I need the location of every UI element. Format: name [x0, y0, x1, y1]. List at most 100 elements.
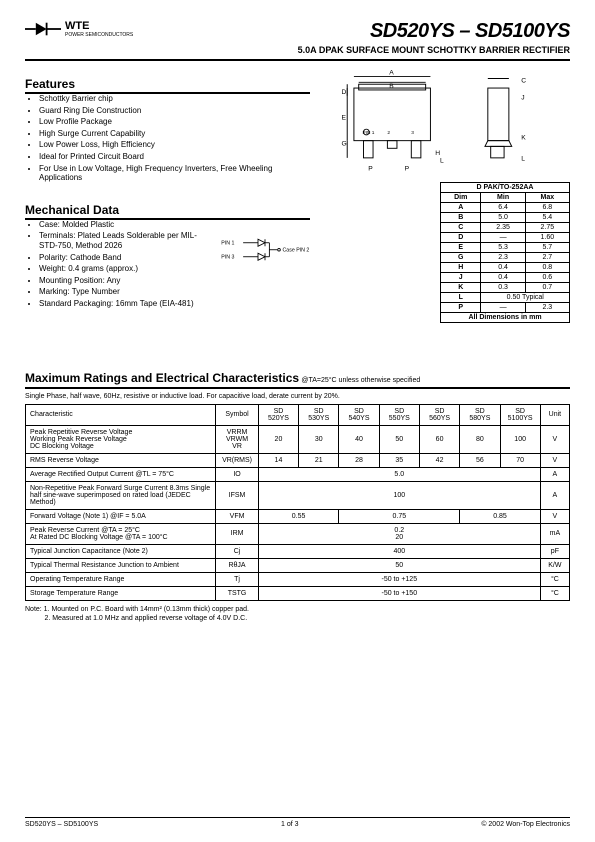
elec-table: CharacteristicSymbolSD520YSSD530YSSD540Y… — [25, 404, 570, 601]
sym-cell: IRM — [216, 523, 259, 544]
svg-text:G: G — [341, 140, 346, 147]
table-notes: Note: 1. Mounted on P.C. Board with 14mm… — [25, 605, 570, 623]
elec-col-header: SD550YS — [379, 404, 419, 425]
svg-text:B: B — [389, 83, 394, 90]
svg-text:A: A — [389, 70, 394, 77]
dim-cell: 1.60 — [525, 233, 569, 243]
mech-item: Standard Packaging: 16mm Tape (EIA-481) — [39, 299, 212, 309]
mech-item: Polarity: Cathode Band — [39, 253, 212, 263]
svg-text:P: P — [368, 165, 373, 172]
svg-text:P: P — [405, 165, 410, 172]
page-footer: SD520YS – SD5100YS 1 of 3 © 2002 Won-Top… — [25, 817, 570, 828]
feature-item: Ideal for Printed Circuit Board — [39, 152, 310, 162]
sub-title: 5.0A DPAK SURFACE MOUNT SCHOTTKY BARRIER… — [298, 45, 570, 55]
dim-cell: 0.3 — [481, 283, 525, 293]
val-cell: 60 — [419, 425, 459, 453]
dim-cell: 6.8 — [525, 203, 569, 213]
unit-cell: °C — [540, 586, 569, 600]
dim-cell: A — [441, 203, 481, 213]
footer-center: 1 of 3 — [281, 821, 299, 828]
mech-item: Mounting Position: Any — [39, 276, 212, 286]
val-cell: 21 — [299, 453, 339, 467]
mech-list: Case: Molded PlasticTerminals: Plated Le… — [25, 220, 212, 311]
char-cell: Operating Temperature Range — [26, 572, 216, 586]
dim-cell: H — [441, 263, 481, 273]
unit-cell: V — [540, 509, 569, 523]
dim-h0: Dim — [441, 193, 481, 203]
page-header: WTE POWER SEMICONDUCTORS SD520YS – SD510… — [25, 20, 570, 61]
svg-text:J: J — [521, 95, 524, 102]
note1: Note: 1. Mounted on P.C. Board with 14mm… — [25, 605, 570, 614]
diode-logo-icon — [25, 20, 61, 38]
val-cell: 28 — [339, 453, 379, 467]
val-cell: 100 — [258, 481, 540, 509]
sym-cell: Tj — [216, 572, 259, 586]
elec-col-header: Symbol — [216, 404, 259, 425]
val-cell: 35 — [379, 453, 419, 467]
elec-col-header: Characteristic — [26, 404, 216, 425]
dim-cell: 5.3 — [481, 243, 525, 253]
elec-col-header: SD520YS — [258, 404, 298, 425]
unit-cell: A — [540, 481, 569, 509]
val-cell: 400 — [258, 544, 540, 558]
pin-diagram: PIN 1 PIN 3 Case PIN 2 — [220, 234, 310, 271]
feature-item: Low Profile Package — [39, 117, 310, 127]
unit-cell: V — [540, 453, 569, 467]
svg-text:3: 3 — [411, 130, 414, 136]
sym-cell: IO — [216, 467, 259, 481]
max-cond: @TA=25°C unless otherwise specified — [301, 377, 420, 384]
val-cell: 0.75 — [339, 509, 460, 523]
val-cell: 20 — [258, 425, 298, 453]
mech-heading: Mechanical Data — [25, 203, 310, 220]
max-ratings-section: Maximum Ratings and Electrical Character… — [25, 371, 570, 623]
elec-col-header: SD530YS — [299, 404, 339, 425]
mech-item: Terminals: Plated Leads Solderable per M… — [39, 231, 212, 250]
val-cell: 50 — [379, 425, 419, 453]
char-cell: Non-Repetitive Peak Forward Surge Curren… — [26, 481, 216, 509]
char-cell: Peak Reverse Current @TA = 25°CAt Rated … — [26, 523, 216, 544]
dim-cell: — — [481, 233, 525, 243]
dim-h1: Min — [481, 193, 525, 203]
dim-cell: 2.3 — [481, 253, 525, 263]
dim-p-max: 2.3 — [525, 303, 569, 313]
val-cell: 0.55 — [258, 509, 339, 523]
dim-l-val: 0.50 Typical — [481, 293, 570, 303]
dim-cell: 2.35 — [481, 223, 525, 233]
brand-name: WTE — [65, 20, 89, 32]
dim-footer: All Dimensions in mm — [441, 313, 570, 323]
mech-item: Case: Molded Plastic — [39, 220, 212, 230]
mech-item: Marking: Type Number — [39, 287, 212, 297]
elec-col-header: SD5100YS — [500, 404, 540, 425]
val-cell: 56 — [460, 453, 500, 467]
val-cell: -50 to +125 — [258, 572, 540, 586]
unit-cell: mA — [540, 523, 569, 544]
mech-item: Weight: 0.4 grams (approx.) — [39, 264, 212, 274]
dim-cell: 5.4 — [525, 213, 569, 223]
char-cell: Forward Voltage (Note 1) @IF = 5.0A — [26, 509, 216, 523]
dim-cell: 2.75 — [525, 223, 569, 233]
val-cell: 14 — [258, 453, 298, 467]
char-cell: Typical Junction Capacitance (Note 2) — [26, 544, 216, 558]
svg-text:L: L — [521, 156, 525, 163]
val-cell: 50 — [258, 558, 540, 572]
case-label: Case PIN 2 — [283, 247, 310, 253]
val-cell: 0.85 — [460, 509, 541, 523]
dim-cell: 0.4 — [481, 273, 525, 283]
sym-cell: IFSM — [216, 481, 259, 509]
val-cell: 70 — [500, 453, 540, 467]
char-cell: Peak Repetitive Reverse VoltageWorking P… — [26, 425, 216, 453]
val-cell: 40 — [339, 425, 379, 453]
package-outline-diagram: PIN 1 2 3 A B D E G H L P P C J — [320, 67, 560, 177]
logo-area: WTE POWER SEMICONDUCTORS — [25, 20, 133, 38]
features-list: Schottky Barrier chipGuard Ring Die Cons… — [25, 94, 310, 183]
dim-cell: 0.4 — [481, 263, 525, 273]
dim-cell: 0.7 — [525, 283, 569, 293]
feature-item: Guard Ring Die Construction — [39, 106, 310, 116]
char-cell: RMS Reverse Voltage — [26, 453, 216, 467]
sym-cell: Cj — [216, 544, 259, 558]
dim-cell: C — [441, 223, 481, 233]
dim-cell: J — [441, 273, 481, 283]
val-cell: 80 — [460, 425, 500, 453]
elec-col-header: SD540YS — [339, 404, 379, 425]
elec-col-header: SD580YS — [460, 404, 500, 425]
